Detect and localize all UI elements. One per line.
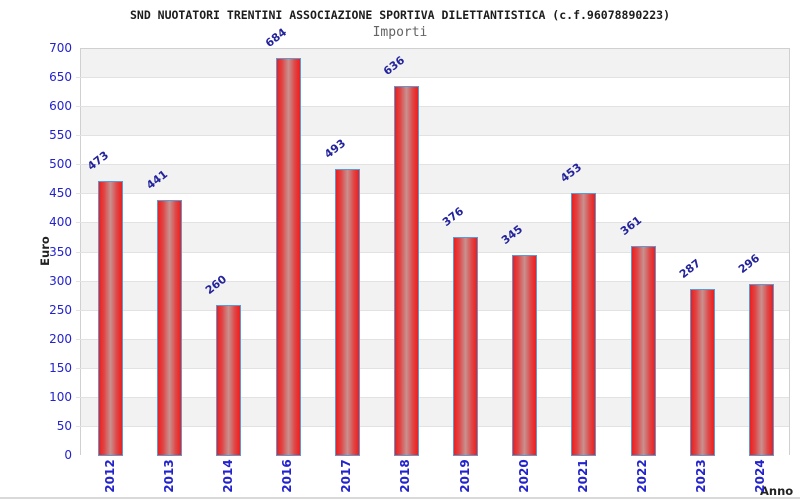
x-tick-label: 2012 (102, 459, 117, 493)
bar-2024 (748, 283, 774, 456)
grid-band (81, 107, 789, 137)
grid-line (76, 222, 789, 224)
plot-area (76, 48, 790, 456)
y-tick-label: 0 (64, 448, 72, 462)
bar-2023 (689, 289, 715, 456)
bar-2014 (216, 304, 242, 456)
x-tick-label: 2020 (516, 459, 531, 493)
y-tick-label: 400 (49, 215, 72, 230)
grid-band (81, 223, 789, 253)
grid-line (76, 367, 789, 369)
bar-2016 (275, 58, 301, 456)
bar-2019 (453, 237, 479, 456)
x-tick-label: 2017 (339, 459, 354, 493)
x-tick-label: 2019 (457, 459, 472, 493)
y-tick-label: 650 (49, 70, 72, 85)
footer-divider (0, 497, 800, 499)
grid-band (81, 339, 789, 369)
grid-band (81, 78, 789, 108)
y-tick-label: 350 (49, 244, 72, 259)
x-tick-label: 2013 (161, 459, 176, 493)
chart-subtitle: Importi (372, 25, 428, 40)
grid-line (76, 106, 789, 108)
grid-line (76, 425, 789, 427)
y-tick-label: 700 (49, 41, 72, 55)
bar-2012 (98, 180, 124, 456)
x-tick-label: 2014 (220, 459, 235, 493)
x-tick-label: 2022 (635, 459, 650, 493)
y-tick-label: 300 (49, 273, 72, 288)
grid-band (81, 397, 789, 427)
chart-title: SND NUOTATORI TRENTINI ASSOCIAZIONE SPOR… (129, 8, 671, 22)
x-tick-label: 2021 (575, 459, 590, 493)
x-tick-label: 2024 (753, 459, 768, 493)
y-tick-label: 550 (49, 128, 72, 143)
grid-line (76, 251, 789, 253)
bar-2013 (157, 199, 183, 456)
y-tick-label: 50 (56, 418, 72, 433)
x-tick-label: 2023 (694, 459, 709, 493)
grid-line (76, 164, 789, 166)
bar-2021 (571, 192, 597, 456)
y-tick-label: 100 (49, 389, 72, 404)
grid-line (76, 280, 789, 282)
y-tick-label: 200 (49, 331, 72, 346)
grid-line (76, 396, 789, 398)
grid-band (81, 426, 789, 456)
grid-line (76, 193, 789, 195)
grid-band (81, 281, 789, 311)
y-tick-label: 600 (49, 99, 72, 114)
x-axis-title: Anno (760, 484, 794, 498)
x-tick-label: 2018 (398, 459, 413, 493)
y-tick-label: 150 (49, 360, 72, 375)
grid-band (81, 165, 789, 195)
grid-band (81, 368, 789, 398)
grid-band (81, 252, 789, 282)
bar-2022 (630, 246, 656, 456)
grid-band (81, 310, 789, 340)
grid-band (81, 49, 789, 79)
bar-2018 (393, 86, 419, 456)
grid-band (81, 136, 789, 166)
y-tick-label: 250 (49, 302, 72, 317)
bar-2017 (334, 169, 360, 456)
x-tick-label: 2016 (280, 459, 295, 493)
grid-line (76, 338, 789, 340)
grid-line (76, 309, 789, 311)
bar-2020 (512, 255, 538, 456)
grid-band (81, 194, 789, 224)
y-tick-label: 450 (49, 186, 72, 201)
y-tick-label: 500 (49, 157, 72, 172)
grid-line (76, 135, 789, 137)
grid-line (76, 77, 789, 79)
